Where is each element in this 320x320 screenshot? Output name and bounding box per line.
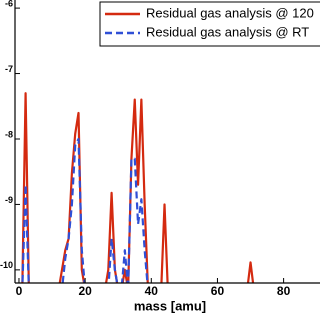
y-tick-label: -6	[5, 0, 13, 8]
legend-box	[99, 1, 320, 47]
legend-label: Residual gas analysis @ RT	[146, 24, 309, 39]
x-tick-label: 60	[211, 284, 225, 298]
legend-label: Residual gas analysis @ 120	[146, 5, 314, 20]
plot-area	[21, 92, 255, 283]
y-tick-label: -8	[5, 129, 13, 139]
y-tick-label: -10	[0, 260, 13, 270]
x-tick-label: 40	[145, 284, 159, 298]
y-tick-label: -7	[5, 64, 13, 74]
legend: Residual gas analysis @ 120 Residual gas …	[99, 1, 320, 47]
x-tick-label: 20	[78, 284, 92, 298]
data-line	[21, 92, 255, 283]
y-tick-label: -9	[5, 195, 13, 205]
data-line	[21, 137, 149, 283]
x-axis-label: mass [amu]	[134, 298, 206, 313]
x-tick-label: 0	[16, 284, 23, 298]
x-tick-label: 80	[277, 284, 291, 298]
